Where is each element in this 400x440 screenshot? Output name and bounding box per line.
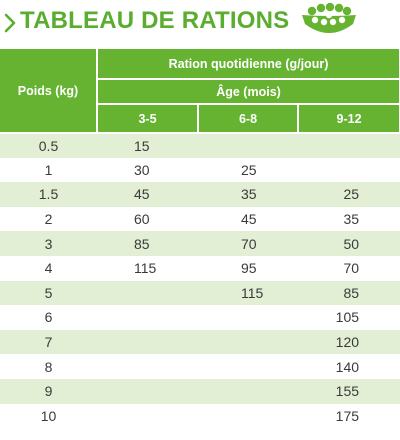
table-row: 8 140 — [0, 354, 400, 379]
table-row: 3 85 70 50 — [0, 231, 400, 256]
ration-cell: 155 — [298, 378, 400, 404]
ration-cell — [198, 378, 298, 404]
ration-cell — [198, 403, 298, 429]
table-row: 0.5 15 — [0, 133, 400, 158]
ration-cell — [97, 403, 198, 429]
ration-cell: 120 — [298, 329, 400, 355]
weight-cell: 2 — [0, 206, 97, 232]
table-row: 4 115 95 70 — [0, 255, 400, 281]
ration-cell — [198, 133, 298, 158]
ration-cell: 105 — [298, 305, 400, 330]
ration-cell: 25 — [198, 157, 298, 183]
ration-cell: 140 — [298, 354, 400, 379]
weight-cell: 6 — [0, 305, 97, 330]
ration-cell — [97, 305, 198, 330]
table-row: 1 30 25 — [0, 157, 400, 183]
ration-cell: 45 — [198, 206, 298, 232]
ration-cell: 50 — [298, 231, 400, 256]
ration-cell: 45 — [97, 182, 198, 207]
ration-cell — [298, 157, 400, 183]
ration-cell — [97, 280, 198, 306]
ration-cell: 70 — [298, 255, 400, 281]
ration-cell: 30 — [97, 157, 198, 183]
table-row: 6 105 — [0, 305, 400, 330]
weight-column-header: Poids (kg) — [0, 47, 98, 134]
table-row: 9 155 — [0, 378, 400, 404]
ration-cell: 15 — [97, 133, 198, 158]
food-bowl-icon — [302, 2, 356, 33]
ration-cell: 115 — [97, 255, 198, 281]
weight-cell: 0.5 — [0, 133, 97, 158]
ration-cell: 85 — [298, 280, 400, 306]
ration-cell: 70 — [198, 231, 298, 256]
weight-cell: 1.5 — [0, 182, 97, 207]
weight-cell: 5 — [0, 280, 97, 306]
table-row: 10 175 — [0, 403, 400, 429]
ration-cell — [97, 354, 198, 379]
ration-cell — [298, 133, 400, 158]
ration-cell — [198, 329, 298, 355]
table-row: 1.5 45 35 25 — [0, 182, 400, 207]
weight-cell: 8 — [0, 354, 97, 379]
table-row: 5 115 85 — [0, 280, 400, 306]
ration-cell: 25 — [298, 182, 400, 207]
ration-cell — [198, 354, 298, 379]
ration-cell: 175 — [298, 403, 400, 429]
ration-cell — [97, 378, 198, 404]
age-group-header: 3-5 — [96, 103, 199, 134]
ration-cell: 85 — [97, 231, 198, 256]
age-group-header: 9-12 — [296, 103, 400, 134]
chevron-right-icon — [4, 13, 16, 33]
weight-cell: 10 — [0, 403, 97, 429]
ration-table: Poids (kg) Ration quotidienne (g/jour) Â… — [0, 47, 400, 429]
table-row: 2 60 45 35 — [0, 206, 400, 232]
table-row: 7 120 — [0, 329, 400, 355]
page-title: TABLEAU DE RATIONS — [20, 7, 290, 34]
weight-cell: 9 — [0, 378, 97, 404]
ration-cell: 95 — [198, 255, 298, 281]
weight-cell: 7 — [0, 329, 97, 355]
weight-cell: 1 — [0, 157, 97, 183]
age-header: Âge (mois) — [95, 78, 400, 105]
ration-header: Ration quotidienne (g/jour) — [95, 47, 400, 80]
ration-cell: 35 — [198, 182, 298, 207]
table-body: 0.5 15 1 30 25 1.5 45 35 25 2 60 45 35 3 85 70 50 4 115 95 7… — [0, 133, 400, 429]
weight-cell: 3 — [0, 231, 97, 256]
weight-cell: 4 — [0, 255, 97, 281]
ration-cell: 60 — [97, 206, 198, 232]
ration-cell — [198, 305, 298, 330]
ration-cell: 35 — [298, 206, 400, 232]
ration-cell: 115 — [198, 280, 298, 306]
page-header: TABLEAU DE RATIONS — [0, 0, 400, 46]
ration-cell — [97, 329, 198, 355]
age-group-header: 6-8 — [197, 103, 299, 134]
